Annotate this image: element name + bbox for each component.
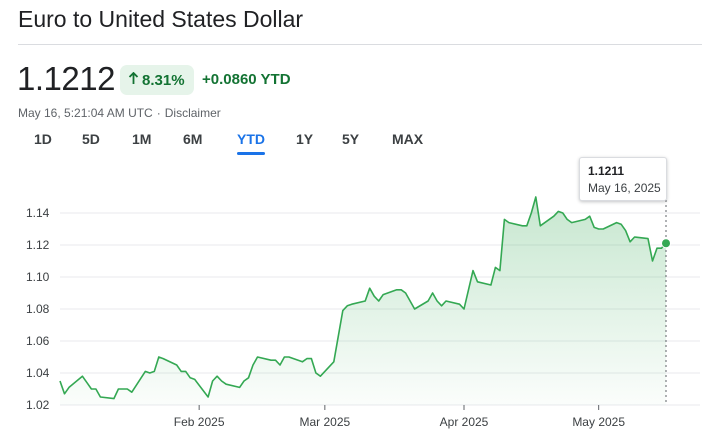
y-tick-label: 1.06 — [26, 334, 50, 348]
y-tick-label: 1.14 — [26, 206, 50, 220]
percent-change-value: 8.31% — [142, 71, 185, 89]
percent-change-badge: 8.31% — [120, 65, 194, 95]
meta-separator: · — [156, 106, 161, 120]
tab-1d[interactable]: 1D — [34, 131, 52, 147]
header-divider — [18, 44, 702, 45]
y-tick-label: 1.10 — [26, 270, 50, 284]
page-title: Euro to United States Dollar — [18, 6, 304, 32]
x-tick-label: Mar 2025 — [299, 415, 350, 429]
rate-area — [60, 197, 666, 405]
y-tick-label: 1.08 — [26, 302, 50, 316]
tab-1m[interactable]: 1M — [132, 131, 152, 147]
tooltip-date: May 16, 2025 — [588, 181, 661, 195]
y-tick-label: 1.04 — [26, 366, 50, 380]
rate-line — [59, 196, 667, 400]
y-tick-label: 1.12 — [26, 238, 50, 252]
disclaimer-link[interactable]: Disclaimer — [164, 106, 221, 120]
y-tick-label: 1.02 — [26, 398, 50, 412]
tab-5y[interactable]: 5Y — [342, 131, 360, 147]
tooltip-value: 1.1211 — [588, 164, 625, 178]
exchange-rate-chart[interactable]: 1.02 1.04 1.06 1.08 1.10 1.12 1.14 Feb 2025 Mar … — [0, 150, 702, 436]
x-tick-label: Feb 2025 — [174, 415, 225, 429]
tab-ytd[interactable]: YTD — [237, 131, 265, 155]
arrow-up-icon — [128, 71, 139, 89]
current-price: 1.1212 — [17, 60, 115, 97]
price-tooltip: 1.1211 May 16, 2025 — [579, 157, 667, 201]
tab-1y[interactable]: 1Y — [296, 131, 314, 147]
last-point-marker — [661, 238, 671, 249]
tab-5d[interactable]: 5D — [82, 131, 100, 147]
price-meta: May 16, 5:21:04 AM UTC · Disclaimer — [18, 106, 221, 120]
tab-6m[interactable]: 6M — [183, 131, 203, 147]
absolute-change: +0.0860 YTD — [202, 71, 291, 88]
timestamp: May 16, 5:21:04 AM UTC — [18, 106, 153, 120]
x-tick-label: Apr 2025 — [440, 415, 489, 429]
x-tick-label: May 2025 — [572, 415, 625, 429]
tab-max[interactable]: MAX — [392, 131, 424, 147]
